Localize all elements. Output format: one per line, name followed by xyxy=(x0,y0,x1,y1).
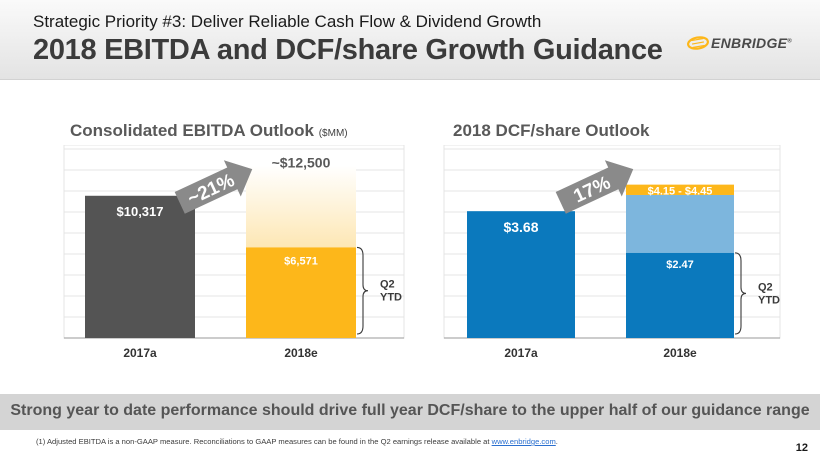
dcf-x-tick-2018e: 2018e xyxy=(663,346,697,360)
enbridge-logo-icon xyxy=(687,36,709,50)
footnote-text: (1) Adjusted EBITDA is a non-GAAP measur… xyxy=(36,437,490,446)
dcf-growth-arrow-shape xyxy=(555,160,634,214)
dcf-bar-2018e-range xyxy=(626,184,734,195)
ebitda-x-tick-2017a: 2017a xyxy=(123,346,157,360)
ebitda-title-text: Consolidated EBITDA Outlook xyxy=(70,121,314,140)
dcf-bracket-label: YTD xyxy=(758,294,780,306)
ebitda-value-label-outlook: ~$12,500 xyxy=(272,155,331,171)
ebitda-ytd-bracket xyxy=(356,246,369,335)
ebitda-bracket-label: Q2 xyxy=(380,279,395,291)
ebitda-bar-2017a xyxy=(85,195,195,338)
ebitda-value-label-2017a: $10,317 xyxy=(117,204,164,219)
page-number: 12 xyxy=(795,442,808,454)
logo-text: ENBRIDGE xyxy=(711,35,788,51)
footnote-end: . xyxy=(555,437,558,446)
ebitda-units: ($MM) xyxy=(318,128,348,139)
footnote-link[interactable]: www.enbridge.com xyxy=(491,437,556,446)
header-bar xyxy=(0,0,820,80)
ebitda-chart-title: Consolidated EBITDA Outlook ($MM) xyxy=(70,121,348,141)
logo-mark xyxy=(687,36,709,50)
dcf-value-label-ytd: $2.47 xyxy=(666,259,694,271)
dcf-bar-2018e-guidance xyxy=(626,194,734,253)
dcf-x-tick-2017a: 2017a xyxy=(504,346,538,360)
ebitda-bar-2018e-outlook xyxy=(246,165,356,248)
dcf-value-label-range: $4.15 - $4.45 xyxy=(648,186,713,198)
ebitda-bar-2018e-ytd xyxy=(246,247,356,338)
ebitda-growth-arrow-shape xyxy=(174,160,253,214)
slide-title: 2018 EBITDA and DCF/share Growth Guidanc… xyxy=(33,34,663,66)
logo-registered-mark: ® xyxy=(787,38,793,45)
ebitda-value-label-ytd: $6,571 xyxy=(284,255,318,267)
ebitda-x-tick-2018e: 2018e xyxy=(284,346,318,360)
dcf-bar-2018e-ytd xyxy=(626,252,734,338)
dcf-bar-2017a xyxy=(467,211,575,338)
dcf-bracket-label: Q2 xyxy=(758,281,773,293)
takeaway-text: Strong year to date performance should d… xyxy=(10,402,810,419)
dcf-value-label-2017a: $3.68 xyxy=(503,219,538,235)
dcf-chart-title: 2018 DCF/share Outlook xyxy=(453,121,650,140)
ebitda-bracket-label: YTD xyxy=(380,292,402,304)
takeaway-banner xyxy=(0,394,820,430)
dcf-ytd-bracket xyxy=(734,252,747,335)
footnote: (1) Adjusted EBITDA is a non-GAAP measur… xyxy=(36,437,558,446)
slide-subtitle: Strategic Priority #3: Deliver Reliable … xyxy=(33,12,542,31)
